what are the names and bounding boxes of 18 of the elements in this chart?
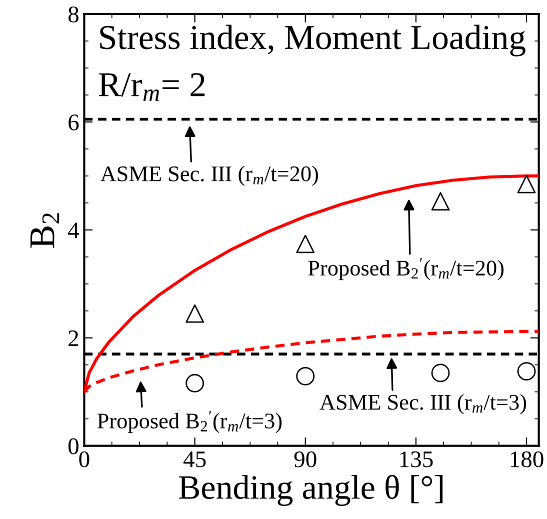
y-tick-label: 2	[68, 330, 78, 346]
annotation: Proposed B$_{2}$$^{′}$(r$_{m}$/t=20)	[308, 258, 504, 280]
x-tick-label: 45	[183, 452, 206, 468]
y-axis-title: B$_{2}$	[30, 213, 60, 248]
annotation: ASME Sec. III (r$_{m}$/t=3)	[320, 394, 526, 414]
y-tick-label: 4	[68, 222, 80, 238]
x-tick-label: 180	[510, 451, 544, 468]
chart-title: Stress index, Moment Loading	[100, 24, 526, 56]
x-tick-label: 0	[79, 451, 90, 468]
text: R/r$_{m}$= 2	[98, 73, 205, 101]
y-tick-label: 0	[68, 438, 78, 454]
x-tick-label: 135	[400, 451, 433, 468]
y-tick-label: 8	[68, 6, 78, 22]
annotation: ASME Sec. III (r$_{m}$/t=20)	[100, 166, 318, 186]
annotation: Proposed B$_{2}$$^{′}$(r$_{m}$/t=3)	[97, 410, 282, 434]
x-axis-title: Bending angle θ [°]	[178, 474, 443, 506]
y-tick-label: 6	[68, 114, 79, 130]
x-tick-label: 90	[294, 451, 316, 468]
